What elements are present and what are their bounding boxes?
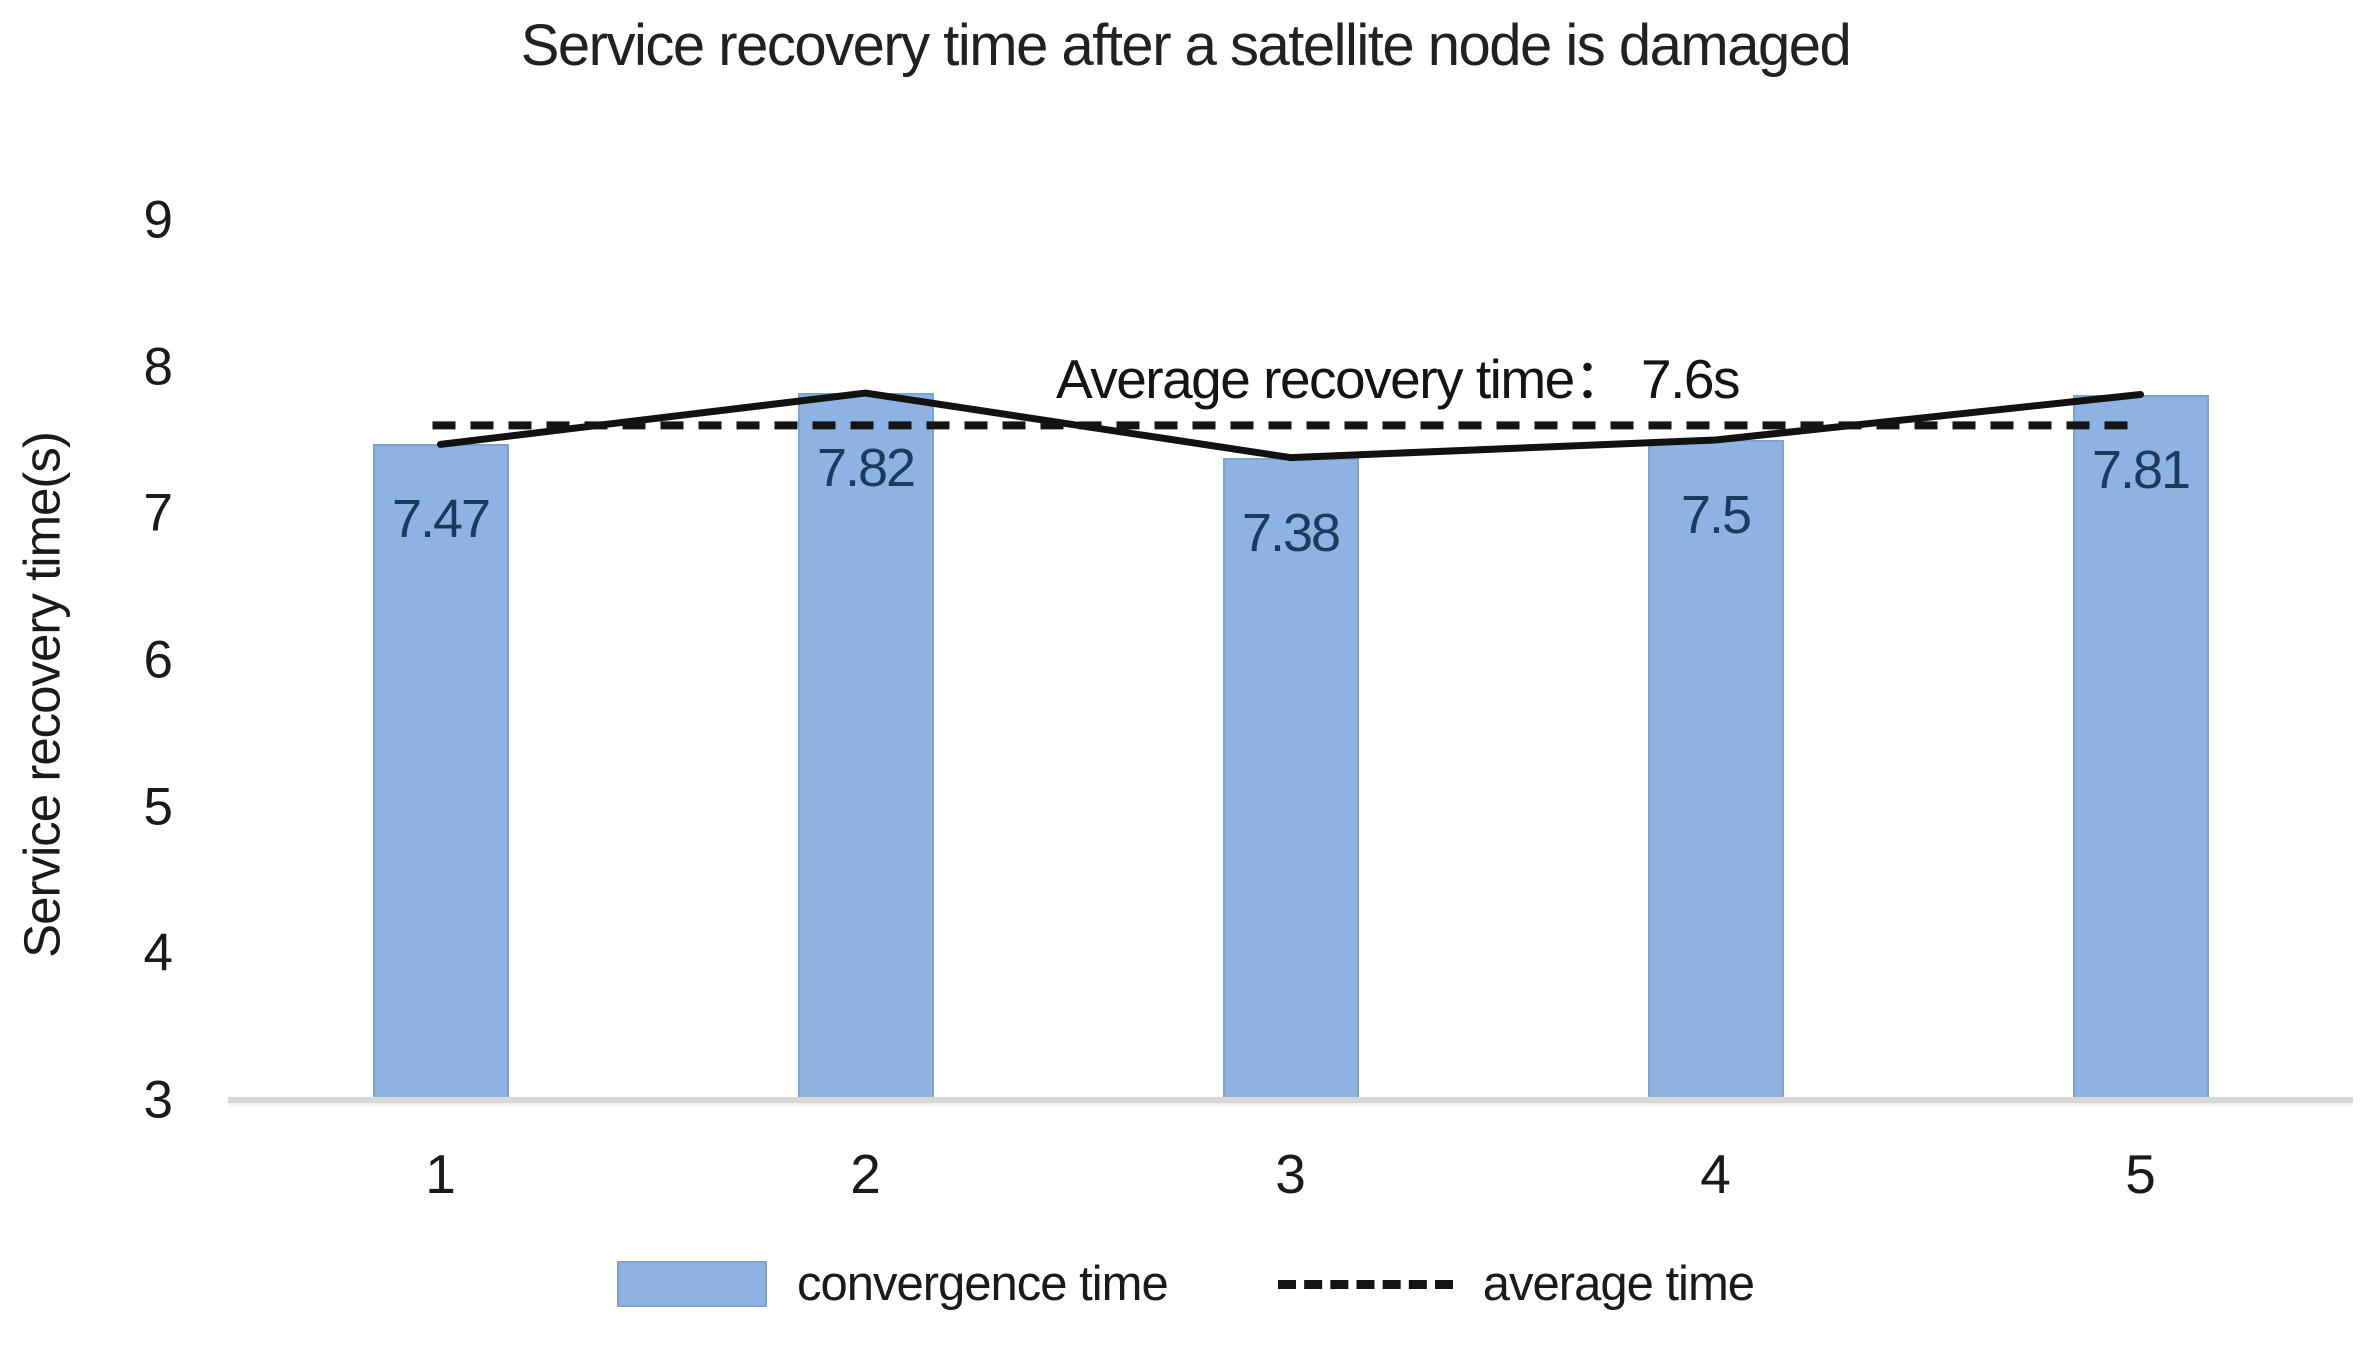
legend-item-average-time: average time — [1277, 1256, 1755, 1312]
bar-value-label: 7.81 — [2091, 439, 2191, 500]
bar-value-label: 7.38 — [1241, 502, 1341, 563]
average-annotation: Average recovery time： 7.6s — [1056, 348, 1740, 410]
x-tick-label: 1 — [425, 1143, 456, 1205]
legend-item-convergence-time: convergence time — [616, 1256, 1169, 1312]
bar-value-label: 7.5 — [1680, 485, 1752, 545]
y-tick-label: 6 — [143, 630, 173, 690]
legend-label: convergence time — [796, 1257, 1169, 1311]
y-tick-label: 7 — [143, 483, 173, 543]
bar — [797, 393, 934, 1100]
plot-area: 7.47 7.82 7.38 7.5 7.81 — [228, 220, 2353, 1100]
x-axis-line — [228, 1097, 2353, 1103]
legend-label: average time — [1482, 1257, 1755, 1311]
legend: convergence time average time — [0, 1256, 2371, 1312]
y-tick-label: 5 — [143, 777, 173, 837]
x-tick-label: 4 — [1700, 1143, 1731, 1205]
y-tick-label: 9 — [143, 190, 173, 250]
x-tick-label: 5 — [2125, 1143, 2156, 1205]
bar-swatch-icon — [616, 1261, 767, 1307]
y-tick-label: 3 — [143, 1070, 173, 1130]
bar — [372, 444, 509, 1100]
y-tick-label: 8 — [143, 337, 173, 397]
bar-value-label: 7.82 — [816, 438, 916, 499]
bar — [2072, 394, 2209, 1100]
y-tick-label: 4 — [143, 923, 173, 983]
chart-title: Service recovery time after a satellite … — [520, 13, 1852, 78]
line-series-svg — [432, 389, 2144, 462]
x-tick-label: 2 — [850, 1143, 881, 1205]
x-tick-label: 3 — [1275, 1143, 1306, 1205]
dashed-line-swatch-icon — [1277, 1279, 1453, 1289]
bar-value-label: 7.47 — [391, 489, 491, 550]
